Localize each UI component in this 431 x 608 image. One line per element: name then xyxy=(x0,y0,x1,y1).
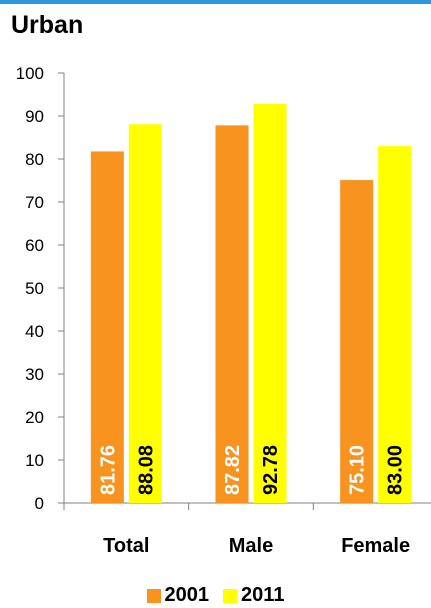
chart-title: Urban xyxy=(11,11,84,39)
category-label-male: Male xyxy=(229,535,273,557)
legend-label-2011: 2011 xyxy=(241,584,285,606)
bar-2001-total xyxy=(90,151,124,503)
y-tick-label-9: 90 xyxy=(25,107,44,126)
y-tick-label-2: 20 xyxy=(25,408,44,427)
value-label-2001-male: 87.82 xyxy=(222,445,244,495)
y-tick-label-4: 40 xyxy=(25,322,44,341)
legend-item-2011: 2011 xyxy=(223,584,284,607)
bar-chart: 0 10 20 30 40 50 60 70 80 90 100 81.76 88.08 Total 87.… xyxy=(16,64,431,557)
top-rule xyxy=(0,0,431,4)
y-tick-label-3: 30 xyxy=(25,365,44,384)
y-tick-label-5: 50 xyxy=(25,279,44,298)
y-tick-label-7: 70 xyxy=(25,193,44,212)
legend-swatch-2001 xyxy=(146,588,161,603)
bar-2011-female xyxy=(378,146,412,503)
y-tick-label-6: 60 xyxy=(25,236,44,255)
bar-2011-total xyxy=(128,124,162,504)
legend-label-2001: 2001 xyxy=(164,584,210,606)
category-label-female: Female xyxy=(341,535,410,557)
category-label-total: Total xyxy=(103,535,149,557)
value-label-2011-female: 83.00 xyxy=(385,445,407,495)
value-label-2011-total: 88.08 xyxy=(135,445,157,495)
bar-2011-male xyxy=(253,104,287,504)
legend-swatch-2011 xyxy=(223,588,238,603)
legend-item-2001: 2001 xyxy=(146,584,210,607)
value-label-2001-female: 75.10 xyxy=(347,445,369,495)
bar-2001-female xyxy=(340,180,374,503)
y-tick-label-1: 10 xyxy=(25,451,44,470)
value-label-2011-male: 92.78 xyxy=(260,445,282,495)
y-tick-label-8: 80 xyxy=(25,150,44,169)
value-label-2001-total: 81.76 xyxy=(97,445,119,495)
bar-2001-male xyxy=(215,125,249,504)
y-tick-label-0: 0 xyxy=(35,494,44,513)
legend: 2001 2011 xyxy=(0,584,431,607)
y-tick-label-10: 100 xyxy=(16,64,44,83)
